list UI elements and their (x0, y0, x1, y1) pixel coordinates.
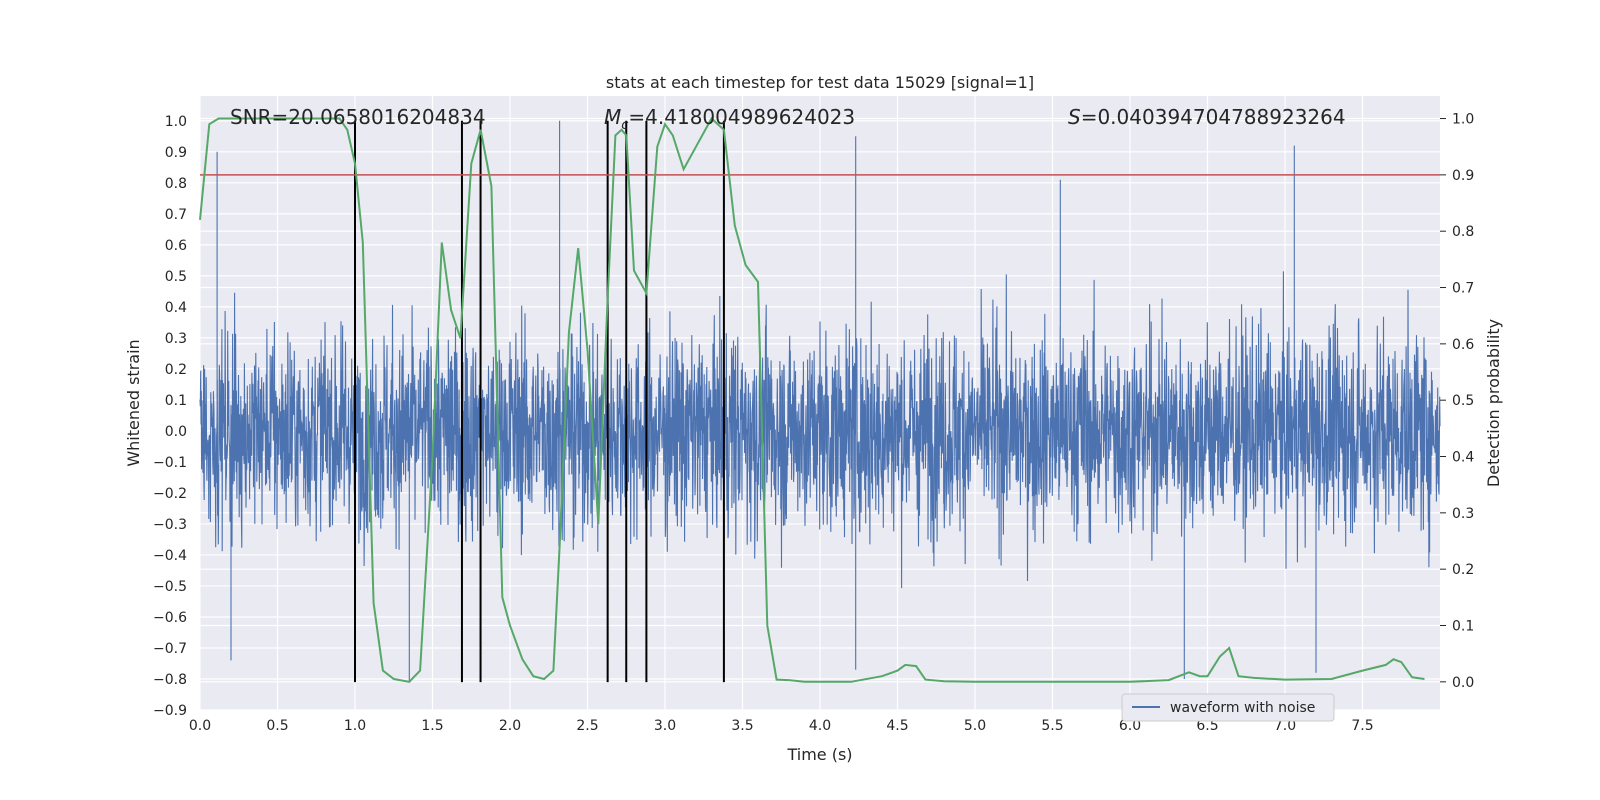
right-y-tick-label: 0.4 (1452, 450, 1474, 466)
right-y-tick-label: 0.0 (1452, 675, 1474, 691)
right-y-tick-label: 1.0 (1452, 112, 1474, 128)
y-tick-label: −0.8 (153, 672, 187, 688)
s-symbol: S (1068, 105, 1081, 129)
y-axis-ticks: −0.9 −0.8 −0.7 −0.6 −0.5 −0.4 −0.3 −0.2 −0.1 0.0 0… (153, 114, 187, 719)
waveform-path (199, 120, 1441, 683)
x-tick-label: 3.5 (731, 718, 753, 734)
y-tick-label: 0.5 (165, 269, 187, 285)
x-tick-label: 3.0 (654, 718, 676, 734)
y-tick-label: 0.4 (165, 300, 187, 316)
x-tick-label: 2.0 (499, 718, 521, 734)
s-annotation: S=0.040394704788923264 (1068, 105, 1346, 129)
y-tick-label: −0.2 (153, 486, 187, 502)
y-tick-label: 0.7 (165, 207, 187, 223)
snr-annotation: SNR=20.0658016204834 (230, 105, 486, 129)
x-tick-label: 2.5 (576, 718, 598, 734)
y-tick-label: 0.0 (165, 424, 187, 440)
x-tick-label: 4.0 (809, 718, 831, 734)
chirp-mass-annotation: Mc=4.418004989624023 (604, 105, 855, 133)
right-y-tick-label: 0.2 (1452, 562, 1474, 578)
right-y-axis-ticks: 0.0 0.1 0.2 0.3 0.4 0.5 0.6 0.7 0.8 0.9 1.0 (1440, 112, 1474, 691)
y-tick-label: −0.5 (153, 579, 187, 595)
y-tick-label: −0.6 (153, 610, 187, 626)
y-tick-label: 0.3 (165, 331, 187, 347)
y-tick-label: 0.6 (165, 238, 187, 254)
y-tick-label: −0.1 (153, 455, 187, 471)
x-tick-label: 6.5 (1196, 718, 1218, 734)
legend: waveform with noise (1121, 693, 1335, 722)
x-tick-label: 5.0 (964, 718, 986, 734)
x-tick-label: 7.0 (1274, 718, 1296, 734)
right-y-axis-label: Detection probability (1484, 319, 1503, 487)
chirp-mass-symbol: M (604, 105, 621, 129)
right-y-tick-label: 0.7 (1452, 281, 1474, 297)
right-y-tick-label: 0.8 (1452, 224, 1474, 240)
right-y-tick-label: 0.5 (1452, 393, 1474, 409)
legend-box (1121, 693, 1335, 722)
right-y-tick-label: 0.3 (1452, 506, 1474, 522)
x-tick-label: 5.5 (1041, 718, 1063, 734)
y-axis-label: Whitened strain (124, 339, 143, 466)
detection-probability-line (199, 116, 1425, 683)
y-tick-label: 0.1 (165, 393, 187, 409)
right-y-tick-label: 0.6 (1452, 337, 1474, 353)
right-y-tick-label: 0.1 (1452, 619, 1474, 635)
chart-title: stats at each timestep for test data 150… (606, 73, 1034, 92)
y-tick-label: 0.9 (165, 145, 187, 161)
x-tick-label: 6.0 (1119, 718, 1141, 734)
x-axis-ticks: 0.0 0.5 1.0 1.5 2.0 2.5 3.0 3.5 4.0 4.5 5.0 5.5 6.0 6… (189, 718, 1374, 734)
y-tick-label: −0.3 (153, 517, 187, 533)
waveform-with-noise-series (199, 120, 1441, 683)
y-tick-label: 1.0 (165, 114, 187, 130)
y-tick-label: −0.7 (153, 641, 187, 657)
y-tick-label: −0.9 (153, 703, 187, 719)
x-tick-label: 1.5 (421, 718, 443, 734)
right-y-tick-label: 0.9 (1452, 168, 1474, 184)
y-tick-label: 0.8 (165, 176, 187, 192)
vertical-lines (354, 120, 725, 683)
detection-probability-series (199, 116, 1425, 683)
x-tick-label: 1.0 (344, 718, 366, 734)
chirp-mass-subscript: c (621, 118, 628, 133)
y-tick-label: 0.2 (165, 362, 187, 378)
x-tick-label: 0.5 (266, 718, 288, 734)
x-axis-label: Time (s) (786, 745, 852, 764)
chirp-mass-value: =4.418004989624023 (628, 105, 855, 129)
x-tick-label: 4.5 (886, 718, 908, 734)
x-tick-label: 7.5 (1351, 718, 1373, 734)
y-tick-label: −0.4 (153, 548, 187, 564)
legend-label: waveform with noise (1170, 700, 1315, 716)
x-tick-label: 0.0 (189, 718, 211, 734)
s-value: =0.040394704788923264 (1081, 105, 1346, 129)
